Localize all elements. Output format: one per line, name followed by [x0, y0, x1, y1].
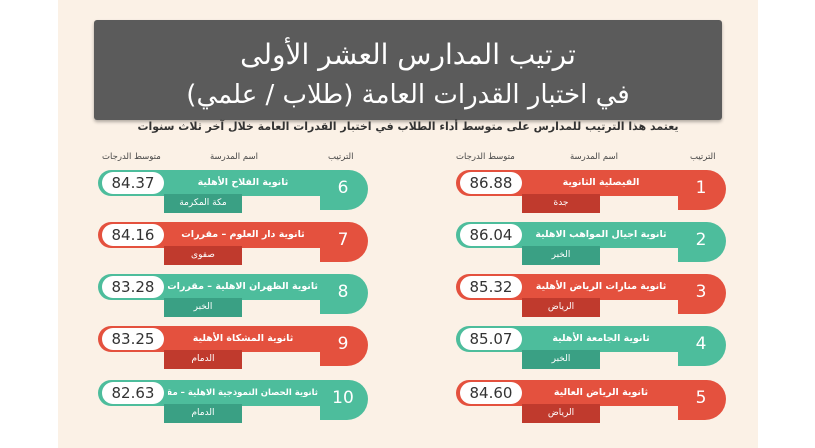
entry-rank: 6 [337, 178, 349, 198]
entry-city: صفوى [164, 246, 242, 265]
entry-score: 83.25 [102, 328, 164, 350]
entry-city: جدة [522, 194, 600, 213]
entry-rank: 8 [337, 282, 349, 302]
entry-score: 83.28 [102, 276, 164, 298]
entry-score: 84.16 [102, 224, 164, 246]
entry-school-name: ثانوية اجيال المواهب الاهلية [535, 229, 667, 240]
entry-school-name: ثانوية المشكاة الأهلية [192, 333, 294, 344]
entry-rank: 9 [337, 334, 349, 354]
entry-score: 86.04 [460, 224, 522, 246]
entry-rank: 3 [695, 282, 707, 302]
right-school-header: اسم المدرسة [570, 152, 618, 162]
entry-school-name: ثانوية منارات الرياض الأهلية [535, 281, 667, 292]
entry-score: 84.37 [102, 172, 164, 194]
main-subtitle: في اختبار القدرات العامة (طلاب / علمي) [186, 80, 630, 110]
ranking-entry-10: 82.63 ثانوية الحصان النموذجية الاهلية – … [98, 380, 370, 426]
entry-rank-tab [678, 274, 726, 314]
entry-rank-tab [678, 326, 726, 366]
entry-rank: 4 [695, 334, 707, 354]
right-score-header: متوسط الدرجات [456, 152, 515, 162]
ranking-entry-3: 85.32 ثانوية منارات الرياض الأهلية 3 الر… [456, 274, 728, 320]
entry-city: الخبر [164, 298, 242, 317]
entry-city: الرياض [522, 298, 600, 317]
ranking-entry-1: 86.88 الفيصلية الثانوية 1 جدة [456, 170, 728, 216]
ranking-entry-2: 86.04 ثانوية اجيال المواهب الاهلية 2 الخ… [456, 222, 728, 268]
entry-rank: 7 [337, 230, 349, 250]
entry-school-name: ثانوية الجامعة الأهلية [552, 333, 650, 344]
entry-score: 84.60 [460, 382, 522, 404]
ranking-entry-7: 84.16 ثانوية دار العلوم – مقررات 7 صفوى [98, 222, 370, 268]
entry-rank-tab [678, 380, 726, 420]
entry-rank: 5 [695, 388, 707, 408]
entry-school-name: ثانوية الرياض العالية [553, 387, 649, 398]
entry-rank-tab [320, 380, 368, 420]
ranking-entry-9: 83.25 ثانوية المشكاة الأهلية 9 الدمام [98, 326, 370, 372]
ranking-entry-8: 83.28 ثانوية الظهران الاهلية – مقررات 8 … [98, 274, 370, 320]
entry-rank: 1 [695, 178, 707, 198]
entry-rank-tab [320, 170, 368, 210]
entry-rank-tab [320, 274, 368, 314]
entry-city: الخبر [522, 350, 600, 369]
entry-city: الدمام [164, 404, 242, 423]
description-text: يعتمد هذا الترتيب للمدارس على متوسط أداء… [137, 120, 679, 133]
ranking-entry-4: 85.07 ثانوية الجامعة الأهلية 4 الخبر [456, 326, 728, 372]
entry-rank-tab [320, 326, 368, 366]
entry-city: مكة المكرمة [164, 194, 242, 213]
entry-city: الرياض [522, 404, 600, 423]
entry-rank: 10 [332, 388, 354, 408]
entry-rank-tab [678, 222, 726, 262]
ranking-entry-5: 84.60 ثانوية الرياض العالية 5 الرياض [456, 380, 728, 426]
entry-school-name: ثانوية الفلاح الأهلية [197, 177, 289, 188]
main-title: ترتيب المدارس العشر الأولى [240, 38, 576, 71]
entry-score: 82.63 [102, 382, 164, 404]
entry-school-name: ثانوية دار العلوم – مقررات [181, 229, 305, 240]
entry-rank-tab [320, 222, 368, 262]
entry-rank: 2 [695, 230, 707, 250]
entry-score: 86.88 [460, 172, 522, 194]
right-rank-header: الترتيب [690, 152, 716, 162]
entry-school-name: الفيصلية الثانوية [562, 177, 640, 188]
left-school-header: اسم المدرسة [210, 152, 258, 162]
entry-rank-tab [678, 170, 726, 210]
entry-city: الدمام [164, 350, 242, 369]
entry-score: 85.32 [460, 276, 522, 298]
entry-score: 85.07 [460, 328, 522, 350]
entry-school-name: ثانوية الظهران الاهلية – مقررات [168, 281, 318, 292]
left-rank-header: الترتيب [328, 152, 354, 162]
entry-school-name: ثانوية الحصان النموذجية الاهلية – مقررات [168, 388, 318, 398]
entry-city: الخبر [522, 246, 600, 265]
left-score-header: متوسط الدرجات [102, 152, 161, 162]
title-banner: ترتيب المدارس العشر الأولى في اختبار الق… [94, 20, 722, 120]
ranking-entry-6: 84.37 ثانوية الفلاح الأهلية 6 مكة المكرم… [98, 170, 370, 216]
